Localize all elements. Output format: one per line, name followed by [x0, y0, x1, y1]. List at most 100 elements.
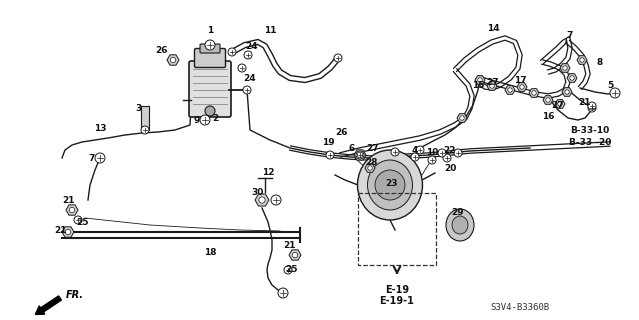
Circle shape [69, 207, 75, 213]
Circle shape [65, 229, 71, 235]
Text: 21: 21 [579, 98, 591, 107]
FancyArrow shape [35, 296, 61, 315]
Circle shape [443, 154, 451, 162]
Circle shape [200, 115, 210, 125]
Text: 8: 8 [597, 58, 603, 67]
Ellipse shape [367, 160, 413, 210]
Text: FR.: FR. [66, 290, 84, 300]
FancyBboxPatch shape [189, 61, 231, 117]
Circle shape [259, 197, 265, 203]
FancyBboxPatch shape [194, 49, 226, 68]
Circle shape [570, 76, 574, 80]
Text: 12: 12 [262, 167, 274, 177]
Text: B-33-10: B-33-10 [571, 125, 610, 134]
Text: 26: 26 [156, 45, 168, 54]
Circle shape [438, 149, 446, 157]
Circle shape [588, 104, 596, 112]
Circle shape [546, 98, 550, 102]
Circle shape [74, 216, 82, 224]
Text: 1: 1 [207, 26, 213, 35]
Circle shape [416, 146, 424, 154]
Polygon shape [487, 82, 497, 90]
Text: S3V4-B3360B: S3V4-B3360B [490, 303, 549, 313]
FancyBboxPatch shape [200, 44, 220, 53]
Polygon shape [560, 64, 570, 72]
Polygon shape [529, 89, 539, 97]
Circle shape [580, 58, 584, 62]
Text: 27: 27 [487, 77, 499, 86]
Circle shape [326, 151, 334, 159]
Circle shape [454, 149, 462, 157]
Text: 21: 21 [62, 196, 74, 204]
Text: 15: 15 [472, 81, 484, 90]
Polygon shape [505, 86, 515, 94]
Polygon shape [62, 227, 74, 237]
Text: 24: 24 [243, 74, 256, 83]
Bar [141, 106, 149, 130]
Polygon shape [555, 100, 565, 108]
Polygon shape [543, 96, 553, 104]
Ellipse shape [446, 209, 474, 241]
Polygon shape [255, 194, 269, 206]
Ellipse shape [452, 216, 468, 234]
Text: 7: 7 [89, 154, 95, 163]
Circle shape [278, 288, 288, 298]
Circle shape [565, 90, 569, 94]
Text: 21: 21 [284, 241, 296, 250]
Bar [358, 193, 436, 265]
Polygon shape [475, 76, 485, 84]
Circle shape [368, 166, 373, 170]
Text: 22: 22 [443, 146, 456, 155]
Polygon shape [365, 164, 375, 172]
Polygon shape [577, 56, 587, 64]
Circle shape [357, 152, 363, 158]
Polygon shape [457, 114, 467, 122]
Text: 25: 25 [76, 218, 88, 227]
Circle shape [478, 78, 482, 82]
Circle shape [228, 48, 236, 56]
Circle shape [563, 66, 567, 70]
Text: 9: 9 [194, 116, 200, 124]
Text: 20: 20 [444, 164, 456, 172]
Circle shape [508, 88, 512, 92]
Polygon shape [567, 74, 577, 82]
Circle shape [243, 86, 251, 94]
Text: E-19: E-19 [385, 285, 409, 295]
Text: 23: 23 [386, 179, 398, 188]
Text: 16: 16 [542, 111, 554, 121]
Polygon shape [354, 150, 366, 160]
Circle shape [141, 126, 149, 134]
Circle shape [356, 151, 364, 159]
Text: 25: 25 [286, 266, 298, 275]
Text: 29: 29 [452, 207, 465, 217]
Text: 27: 27 [367, 143, 380, 153]
Circle shape [489, 84, 494, 88]
Circle shape [292, 252, 298, 258]
Circle shape [411, 153, 419, 161]
Text: 14: 14 [487, 23, 499, 33]
Text: 19: 19 [321, 138, 334, 147]
Text: 10: 10 [426, 148, 438, 156]
Circle shape [532, 91, 536, 95]
Circle shape [391, 148, 399, 156]
Text: 21: 21 [54, 226, 66, 235]
Polygon shape [66, 205, 78, 215]
Text: 7: 7 [567, 30, 573, 39]
Text: E-19-1: E-19-1 [380, 296, 415, 306]
Circle shape [271, 195, 281, 205]
Polygon shape [289, 250, 301, 260]
Text: 2: 2 [212, 114, 218, 123]
Text: 13: 13 [94, 124, 106, 132]
Circle shape [284, 266, 292, 274]
Circle shape [428, 156, 436, 164]
Circle shape [205, 106, 215, 116]
Text: 24: 24 [245, 42, 258, 51]
Text: 28: 28 [366, 157, 378, 166]
Text: 3: 3 [135, 103, 141, 113]
Text: 17: 17 [514, 76, 527, 84]
Text: 26: 26 [335, 127, 348, 137]
Polygon shape [167, 55, 179, 65]
Polygon shape [562, 88, 572, 96]
Text: 27: 27 [551, 100, 564, 109]
Circle shape [610, 88, 620, 98]
